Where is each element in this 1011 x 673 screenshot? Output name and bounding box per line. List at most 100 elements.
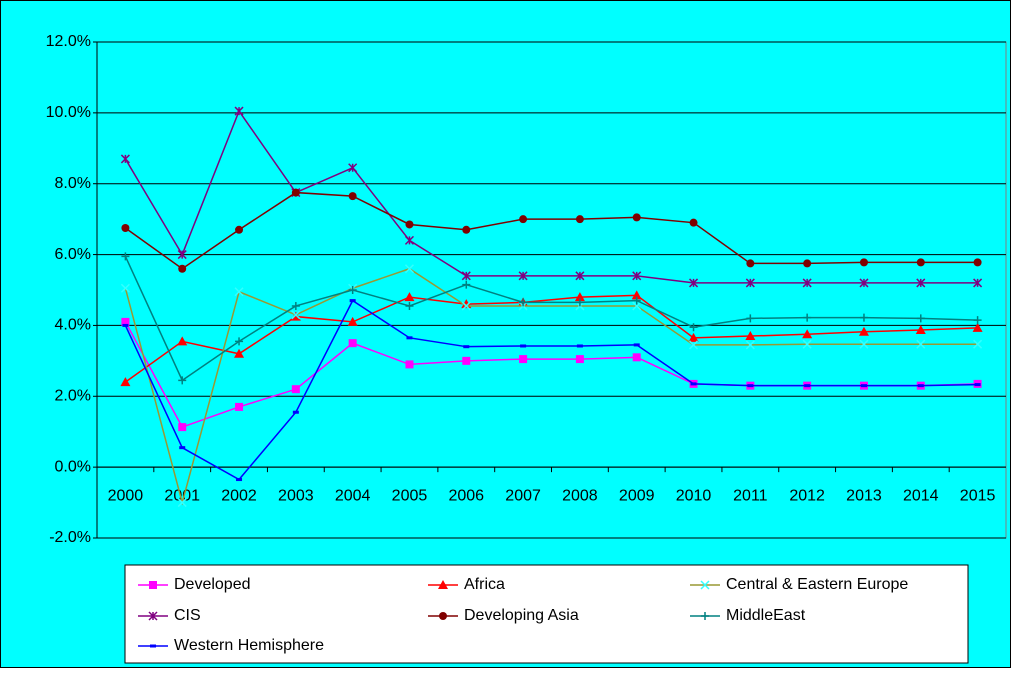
marker [575, 355, 584, 364]
marker [291, 301, 300, 310]
marker [404, 264, 414, 274]
marker [690, 382, 697, 386]
marker [802, 278, 812, 288]
marker [291, 188, 300, 197]
x-tick-label: 2007 [505, 487, 541, 504]
marker [859, 313, 868, 322]
x-tick-label: 2005 [392, 487, 428, 504]
marker [745, 331, 756, 341]
marker [574, 292, 585, 302]
marker [973, 316, 982, 325]
marker [291, 385, 300, 394]
marker [404, 292, 415, 302]
x-tick-label: 2013 [846, 487, 882, 504]
marker [234, 106, 244, 116]
marker [747, 384, 754, 388]
marker [859, 258, 868, 267]
marker [177, 250, 187, 260]
marker [178, 264, 187, 273]
marker [746, 259, 755, 268]
marker [915, 325, 926, 335]
marker [632, 353, 641, 362]
marker [234, 348, 245, 358]
marker [916, 278, 926, 288]
marker [916, 339, 926, 349]
marker [804, 384, 811, 388]
marker [121, 317, 130, 326]
marker [348, 192, 357, 201]
y-tick-label: -2.0% [49, 529, 91, 546]
legend-label: Western Hemisphere [174, 637, 324, 654]
x-tick-label: 2009 [619, 487, 655, 504]
marker [519, 298, 528, 307]
marker [439, 612, 447, 620]
marker [916, 258, 925, 267]
series-line [124, 256, 978, 382]
marker [177, 336, 188, 346]
marker [405, 220, 414, 229]
marker [689, 278, 699, 288]
marker [575, 215, 584, 224]
marker [519, 215, 528, 224]
legend-label: Africa [464, 576, 505, 593]
marker [632, 296, 641, 305]
marker [461, 271, 471, 281]
marker [973, 278, 983, 288]
marker [120, 377, 131, 387]
marker [745, 340, 755, 350]
marker [519, 355, 528, 364]
marker [121, 224, 130, 232]
marker [632, 213, 641, 222]
x-tick-label: 2001 [164, 487, 200, 504]
marker [973, 258, 982, 267]
x-tick-label: 2008 [562, 487, 598, 504]
series-line [124, 109, 978, 284]
marker [802, 339, 812, 349]
marker [518, 271, 528, 281]
marker [461, 301, 471, 311]
y-tick-label: 12.0% [46, 33, 91, 50]
marker [235, 337, 244, 346]
x-tick-label: 2010 [676, 487, 712, 504]
marker [860, 384, 867, 388]
marker [178, 376, 187, 385]
series-line [124, 299, 978, 481]
y-tick-label: 10.0% [46, 104, 91, 121]
marker [689, 218, 698, 227]
marker [149, 581, 157, 589]
marker [438, 580, 448, 589]
x-tick-label: 2002 [221, 487, 257, 504]
marker [348, 286, 357, 294]
marker [520, 344, 527, 348]
marker [405, 360, 414, 369]
marker [917, 384, 924, 388]
marker [291, 310, 301, 320]
marker [179, 446, 186, 450]
marker [803, 313, 812, 322]
marker [746, 314, 755, 323]
legend-label: Developed [174, 576, 251, 593]
marker [234, 287, 244, 297]
marker [972, 322, 983, 332]
marker [858, 326, 869, 336]
y-tick-label: 6.0% [55, 246, 91, 263]
series-line [124, 294, 978, 383]
marker [632, 301, 642, 311]
marker [689, 323, 698, 332]
marker [292, 410, 299, 414]
marker [576, 344, 583, 348]
x-tick-label: 2004 [335, 487, 371, 504]
x-tick-label: 2011 [733, 487, 768, 504]
marker [631, 290, 642, 300]
y-tick-label: 2.0% [55, 388, 91, 405]
legend-label: MiddleEast [726, 607, 806, 624]
marker [632, 271, 642, 281]
y-tick-label: 4.0% [55, 317, 91, 334]
marker [177, 498, 187, 508]
marker [235, 402, 244, 411]
marker [745, 278, 755, 288]
legend-box [124, 564, 969, 664]
marker [120, 154, 130, 164]
marker [802, 329, 813, 339]
